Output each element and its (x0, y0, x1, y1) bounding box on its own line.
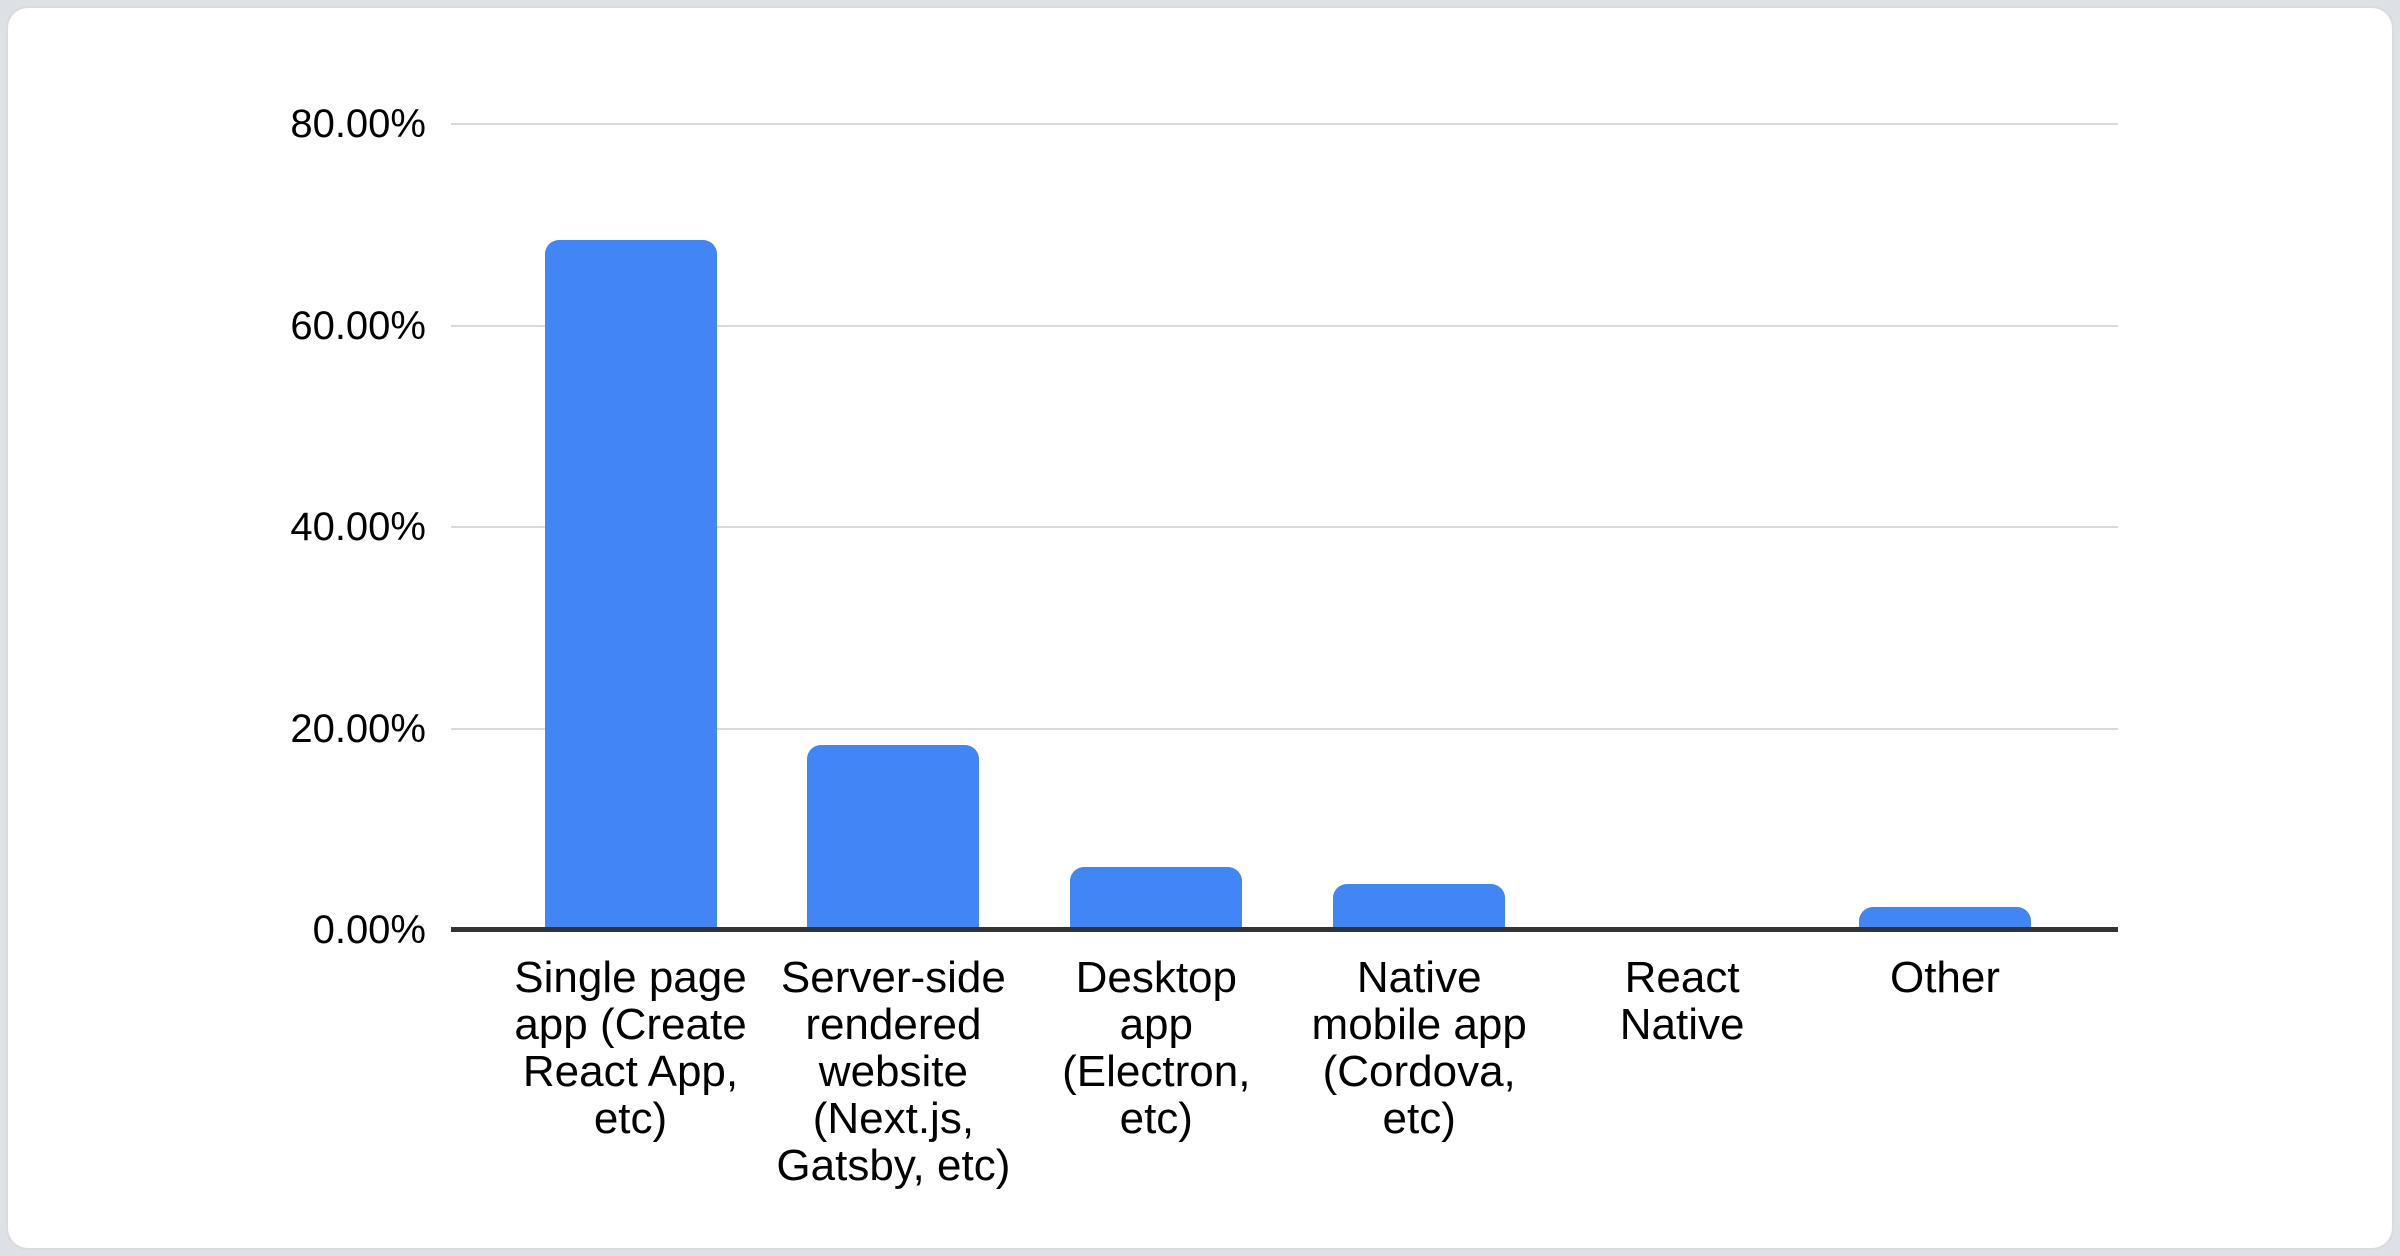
y-axis-tick-label: 80.00% (290, 102, 426, 146)
chart-bar[interactable] (807, 744, 980, 930)
y-axis-tick-label: 20.00% (290, 706, 426, 751)
x-axis-label: React Native (1619, 953, 1745, 1049)
chart-bar[interactable] (544, 239, 717, 930)
x-axis-label: Desktop app (Electron, etc) (1062, 953, 1251, 1143)
y-axis-tick-label: 0.00% (312, 908, 426, 952)
y-axis-tick-label: 40.00% (290, 505, 426, 549)
chart-bar[interactable] (1333, 883, 1506, 930)
chart-bar[interactable] (1859, 906, 2031, 930)
x-axis-label: Native mobile app (Cordova, etc) (1311, 953, 1527, 1143)
x-axis-label: Server-side rendered website (Next.js, G… (776, 953, 1011, 1190)
y-axis-tick-label: 60.00% (290, 303, 426, 348)
x-axis-label: Single page app (Create React App, etc) (514, 953, 747, 1143)
chart-card: 80.00% 60.00% 40.00% 20.00% 0.00% Single page… (6, 6, 2394, 1250)
x-axis-baseline (451, 927, 2118, 932)
gridline (451, 324, 2118, 327)
gridline (451, 727, 2118, 730)
chart-bar[interactable] (1070, 866, 1243, 930)
gridline (451, 123, 2118, 125)
bar-chart: 80.00% 60.00% 40.00% 20.00% 0.00% Single page… (8, 8, 2392, 1248)
gridline (451, 526, 2118, 528)
x-axis-label: Other (1889, 953, 2001, 1002)
